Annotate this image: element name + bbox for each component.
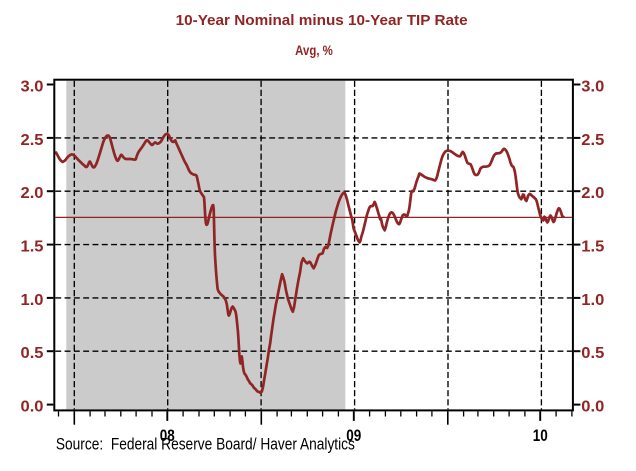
svg-text:0.5: 0.5 <box>581 345 604 362</box>
svg-text:0.0: 0.0 <box>21 399 44 416</box>
svg-text:10: 10 <box>533 426 548 445</box>
svg-text:1.0: 1.0 <box>581 292 604 309</box>
svg-text:09: 09 <box>346 426 361 445</box>
svg-text:3.0: 3.0 <box>21 78 44 95</box>
svg-text:1.5: 1.5 <box>21 239 44 256</box>
svg-text:0.5: 0.5 <box>21 345 44 362</box>
svg-text:0.0: 0.0 <box>581 399 604 416</box>
svg-text:2.0: 2.0 <box>21 185 44 202</box>
svg-text:3.0: 3.0 <box>581 78 604 95</box>
svg-text:1.5: 1.5 <box>581 239 604 256</box>
svg-text:Avg, %: Avg, % <box>295 43 333 58</box>
svg-text:2.0: 2.0 <box>581 185 604 202</box>
svg-text:10-Year Nominal minus 10-Year: 10-Year Nominal minus 10-Year TIP Rate <box>176 12 468 29</box>
svg-text:1.0: 1.0 <box>21 292 44 309</box>
svg-text:Source: Federal Reserve Board: Source: Federal Reserve Board/ Haver Ana… <box>56 435 355 454</box>
svg-text:08: 08 <box>160 426 175 445</box>
svg-text:2.5: 2.5 <box>581 132 604 149</box>
svg-text:2.5: 2.5 <box>21 132 44 149</box>
